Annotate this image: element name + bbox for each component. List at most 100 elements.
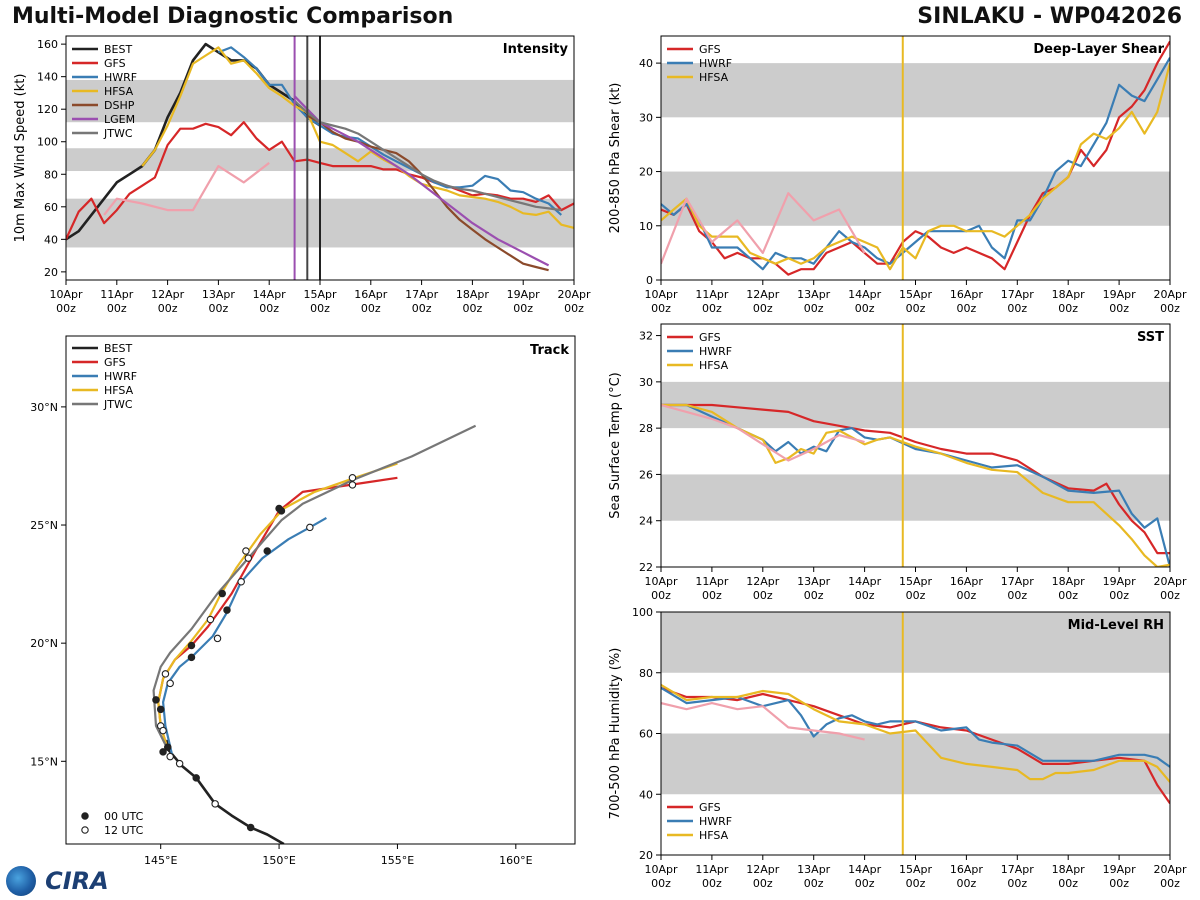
sst-ytick-label: 24 [639, 515, 653, 528]
sst-xtick-label: 10Apr [644, 575, 678, 588]
shear-xtick-label: 00z [651, 302, 671, 315]
intensity-xtick-label: 00z [361, 302, 381, 315]
rh-xtick-label: 16Apr [950, 863, 984, 876]
track-ytick-label: 20°N [30, 637, 58, 650]
shear-xtick-label: 20Apr [1153, 288, 1187, 301]
track-point-legend-label: 12 UTC [104, 824, 144, 837]
shear-xtick-label: 00z [1058, 302, 1078, 315]
track-xtick-label: 155°E [381, 854, 414, 867]
intensity-xtick-label: 11Apr [100, 288, 134, 301]
rh-xtick-label: 17Apr [1001, 863, 1035, 876]
sst-xtick-label: 14Apr [848, 575, 882, 588]
shear-legend-label-hwrf: HWRF [699, 57, 732, 70]
sst-xtick-label: 17Apr [1001, 575, 1035, 588]
intensity-xtick-label: 12Apr [151, 288, 185, 301]
shear-panel: 01020304010Apr00z11Apr00z12Apr00z13Apr00… [608, 35, 1187, 315]
sst-ylabel: Sea Surface Temp (°C) [608, 372, 623, 519]
intensity-xtick-label: 00z [107, 302, 127, 315]
intensity-xtick-label: 00z [56, 302, 76, 315]
track-marker-00utc [246, 823, 255, 832]
intensity-ytick-label: 100 [37, 136, 58, 149]
sst-xtick-label: 00z [804, 589, 824, 602]
track-marker-00utc [152, 696, 160, 704]
intensity-ytick-label: 20 [44, 266, 58, 279]
shear-xtick-label: 15Apr [899, 288, 933, 301]
sst-ytick-label: 22 [639, 561, 653, 574]
shear-series-group [661, 40, 1170, 276]
intensity-legend-label-hwrf: HWRF [104, 71, 137, 84]
intensity-panel: 2040608010012014016010Apr00z11Apr00z12Ap… [13, 35, 591, 315]
shear-xtick-label: 13Apr [797, 288, 831, 301]
rh-band-1 [661, 612, 1170, 673]
shear-xtick-label: 00z [702, 302, 722, 315]
intensity-series-pink [103, 162, 270, 216]
rh-xtick-label: 14Apr [848, 863, 882, 876]
track-marker-12utc [159, 726, 167, 735]
track-legend-label-hfsa: HFSA [104, 384, 134, 397]
sst-title: SST [1137, 330, 1164, 345]
intensity-xtick-label: 00z [412, 302, 432, 315]
sst-series-pink [661, 403, 865, 462]
rh-xtick-label: 00z [804, 877, 824, 890]
track-marker-00utc [164, 743, 172, 751]
shear-band-1 [661, 63, 1170, 118]
rh-series-pink [661, 701, 865, 741]
track-marker-12utc [166, 679, 174, 688]
track-marker-12utc [348, 474, 357, 482]
sst-xtick-label: 00z [702, 589, 722, 602]
rh-xtick-label: 00z [1058, 877, 1078, 890]
intensity-xtick-label: 17Apr [405, 288, 439, 301]
rh-xtick-label: 00z [1007, 877, 1027, 890]
rh-legend-label-hfsa: HFSA [699, 829, 729, 842]
page-title: Multi-Model Diagnostic Comparison [12, 4, 454, 29]
track-marker-12utc [175, 759, 184, 768]
track-point-legend-label: 00 UTC [104, 810, 144, 823]
track-series-hwrf [162, 516, 327, 757]
track-series-group [152, 424, 477, 844]
noaa-logo-icon [6, 866, 36, 896]
rh-legend-label-hwrf: HWRF [699, 815, 732, 828]
track-marker-12utc [348, 481, 357, 489]
intensity-title: Intensity [503, 42, 569, 57]
rh-title: Mid-Level RH [1068, 618, 1164, 633]
sst-legend-label-gfs: GFS [699, 331, 721, 344]
sst-xtick-label: 00z [855, 589, 875, 602]
shear-xtick-label: 00z [804, 302, 824, 315]
rh-xtick-label: 11Apr [695, 863, 729, 876]
rh-series-hfsa [661, 683, 1170, 783]
shear-series-gfs [661, 40, 1170, 276]
intensity-xtick-label: 16Apr [354, 288, 388, 301]
track-legend-label-best: BEST [104, 342, 132, 355]
shear-xtick-label: 00z [906, 302, 926, 315]
rh-series-group [661, 683, 1170, 805]
shear-xtick-label: 00z [855, 302, 875, 315]
shear-xtick-label: 00z [753, 302, 773, 315]
track-marker-00utc [159, 748, 167, 756]
sst-xtick-label: 00z [906, 589, 926, 602]
sst-band-0 [661, 474, 1170, 521]
shear-series-hfsa [661, 62, 1170, 271]
sst-xtick-label: 12Apr [746, 575, 780, 588]
intensity-xtick-label: 18Apr [456, 288, 490, 301]
track-legend-label-jtwc: JTWC [103, 398, 133, 411]
shear-xtick-label: 11Apr [695, 288, 729, 301]
shear-ytick-label: 30 [639, 111, 653, 124]
shear-ytick-label: 0 [646, 274, 653, 287]
intensity-ytick-label: 160 [37, 38, 58, 51]
shear-xtick-label: 17Apr [1001, 288, 1035, 301]
rh-xtick-label: 00z [855, 877, 875, 890]
intensity-xtick-label: 15Apr [303, 288, 337, 301]
rh-xtick-label: 19Apr [1103, 863, 1137, 876]
track-ytick-label: 30°N [30, 401, 58, 414]
rh-xtick-label: 12Apr [746, 863, 780, 876]
shear-title: Deep-Layer Shear [1033, 42, 1164, 57]
sst-panel: 22242628303210Apr00z11Apr00z12Apr00z13Ap… [608, 323, 1187, 602]
intensity-xtick-label: 19Apr [507, 288, 541, 301]
track-ytick-label: 25°N [30, 519, 58, 532]
intensity-xtick-label: 13Apr [202, 288, 236, 301]
intensity-xtick-label: 00z [513, 302, 533, 315]
sst-legend-label-hwrf: HWRF [699, 345, 732, 358]
rh-ytick-label: 40 [639, 788, 653, 801]
sst-legend-label-hfsa: HFSA [699, 359, 729, 372]
rh-xtick-label: 00z [651, 877, 671, 890]
